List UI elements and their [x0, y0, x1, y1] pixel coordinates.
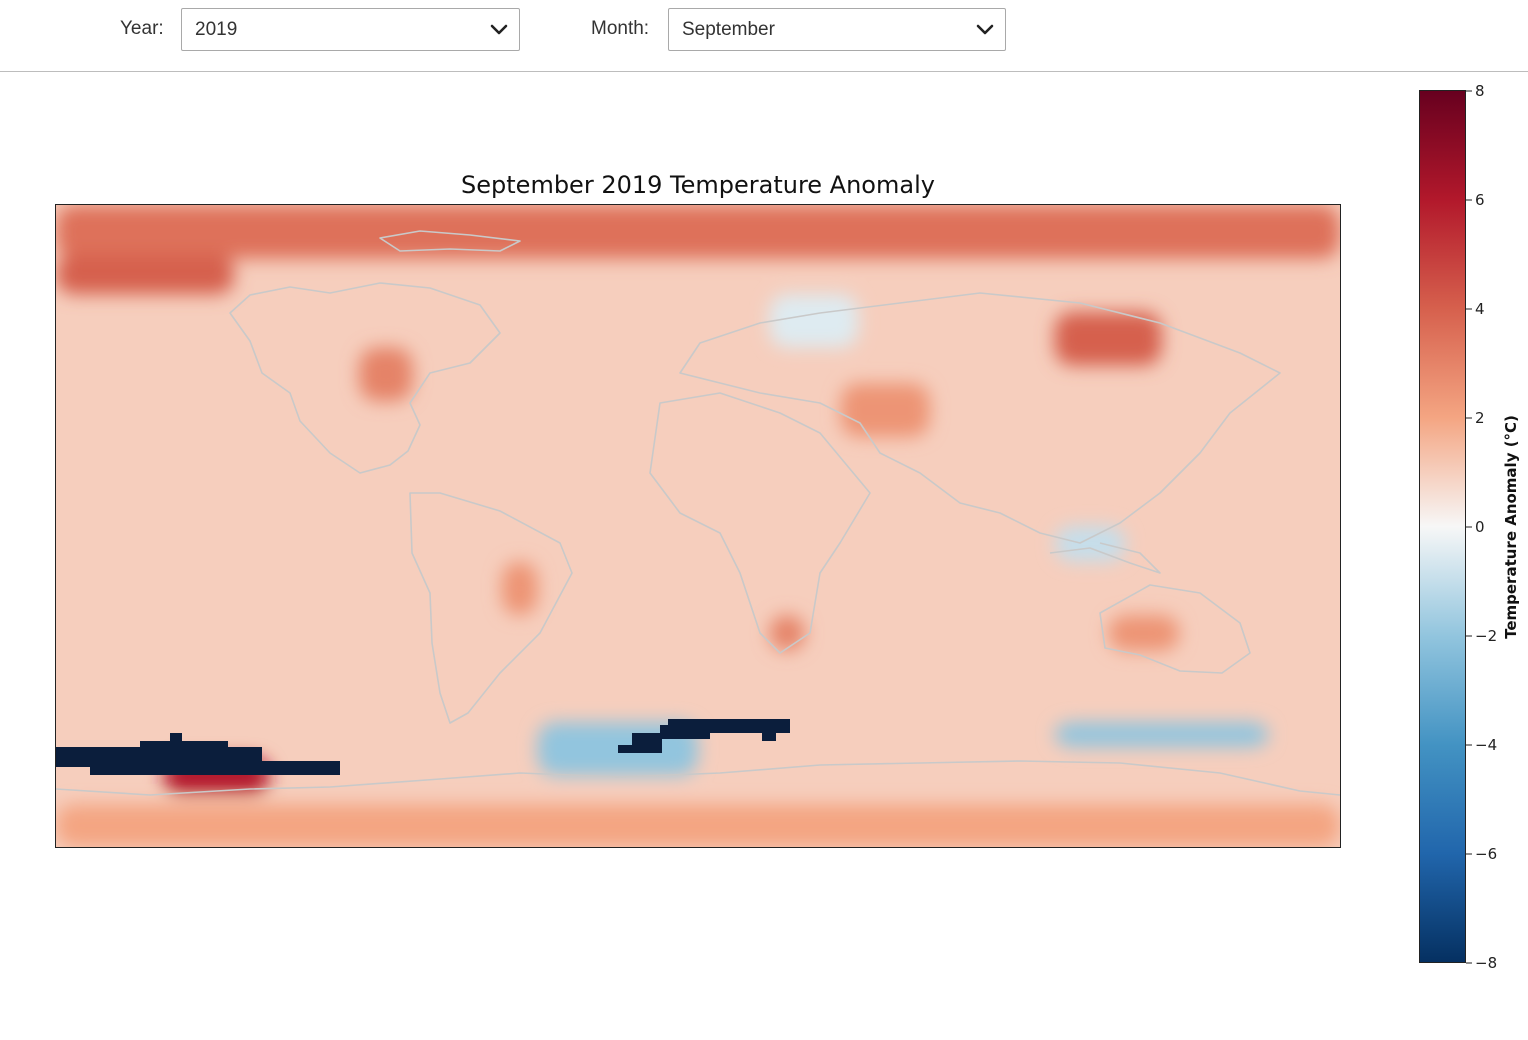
colorbar-tick-label: −6 — [1475, 845, 1497, 863]
colorbar-tick-label: 4 — [1475, 300, 1485, 318]
colorbar-tick-label: 0 — [1475, 518, 1485, 536]
anomaly-region-eastern-north-america — [359, 347, 413, 402]
colorbar-tick-label: 6 — [1475, 191, 1485, 209]
colorbar-label: Temperature Anomaly (°C) — [1502, 415, 1520, 639]
figure-area: September 2019 Temperature Anomaly — [0, 73, 1528, 1040]
coastline-south-america — [409, 492, 573, 724]
month-select-value: September — [682, 19, 775, 40]
anomaly-region-central-europe — [769, 294, 859, 348]
anomaly-region-arctic-canada — [56, 254, 235, 295]
colorbar — [1419, 90, 1466, 963]
colorbar-tick-label: 2 — [1475, 409, 1485, 427]
anomaly-region-siberia — [1054, 312, 1162, 366]
colorbar-tick-label: −8 — [1475, 954, 1497, 972]
anomaly-field — [56, 205, 1340, 847]
map-frame — [55, 204, 1341, 848]
anomaly-region-middle-east — [840, 383, 930, 437]
chart-title: September 2019 Temperature Anomaly — [461, 171, 935, 199]
year-label: Year: — [120, 18, 164, 39]
chevron-down-icon — [976, 24, 994, 35]
colorbar-tick-label: −2 — [1475, 627, 1497, 645]
anomaly-region-south-polar-band — [56, 804, 1340, 847]
colorbar-tick-label: 8 — [1475, 82, 1485, 100]
anomaly-region-southern-africa — [769, 615, 805, 651]
month-label: Month: — [591, 18, 650, 39]
anomaly-map: 8 6 4 2 0 −2 −4 −6 −8 Temperature Anomaly (°C) — [55, 82, 1520, 972]
coastline-antarctica — [56, 760, 1340, 796]
anomaly-region-australia — [1108, 615, 1180, 651]
anomaly-region-brazil — [501, 561, 538, 616]
anomaly-region-maritime-continent — [1054, 526, 1126, 562]
coastline-africa — [649, 392, 871, 654]
anomaly-region-north-polar-band — [56, 205, 1340, 259]
map-plot-area — [56, 205, 1340, 847]
coastlines — [56, 230, 1340, 796]
missing-data-patch-pacific — [56, 733, 340, 775]
colorbar-ticks: 8 6 4 2 0 −2 −4 −6 −8 — [1466, 82, 1497, 972]
coastline-north-america — [229, 282, 501, 474]
coastline-eurasia — [679, 292, 1281, 544]
year-select[interactable]: 2019 — [181, 8, 520, 51]
month-select[interactable]: September — [668, 8, 1006, 51]
coastline-australia — [1099, 584, 1251, 674]
year-select-value: 2019 — [195, 19, 238, 40]
anomaly-region-southern-ocean-indian — [1054, 722, 1269, 748]
coastline-maritime — [1049, 542, 1161, 574]
coastline-arctic-islands — [379, 230, 521, 252]
controls-bar: Year: 2019 Month: September — [0, 0, 1528, 72]
colorbar-tick-label: −4 — [1475, 736, 1497, 754]
missing-data-patch-atlantic — [618, 719, 790, 753]
chevron-down-icon — [490, 24, 508, 35]
